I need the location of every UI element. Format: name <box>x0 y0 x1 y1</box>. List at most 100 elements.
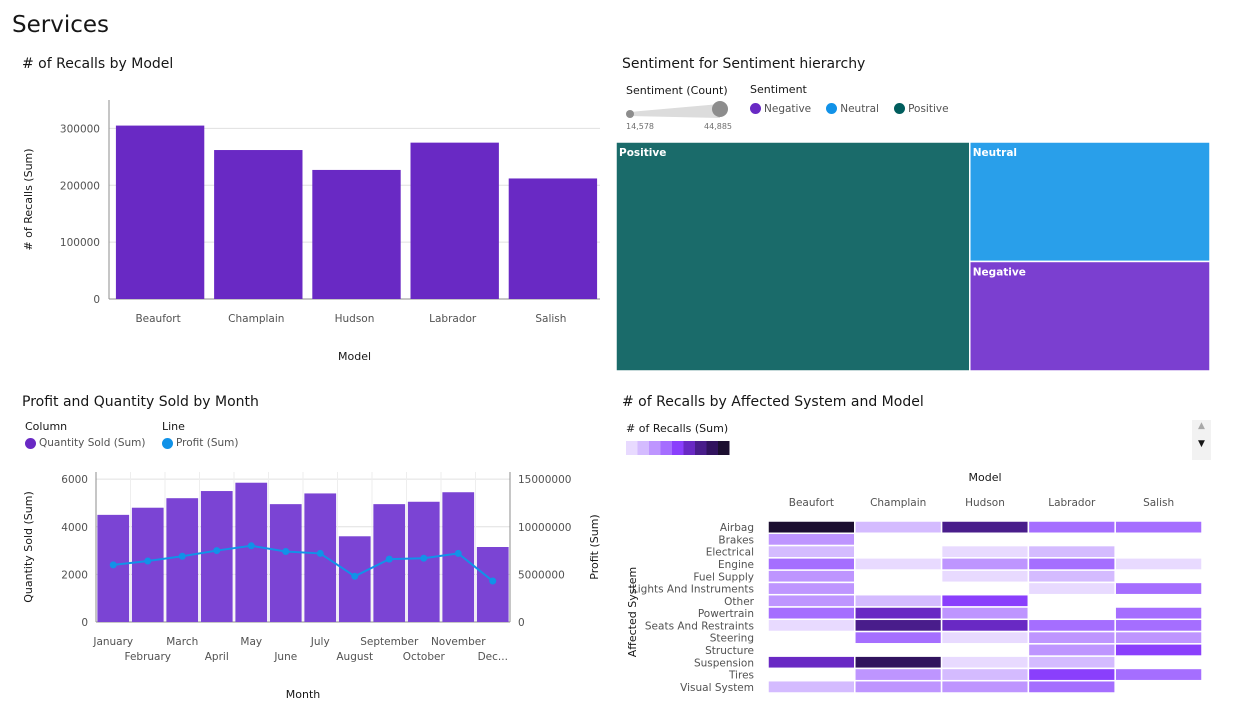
column-bar[interactable] <box>235 482 268 622</box>
heatmap-cell[interactable] <box>1114 606 1203 621</box>
heatmap-cell[interactable] <box>1027 606 1116 621</box>
heatmap-cell[interactable] <box>1027 581 1116 596</box>
heatmap-cell[interactable] <box>1114 618 1203 633</box>
column-bar[interactable] <box>131 507 164 622</box>
treemap-node-neutral[interactable] <box>969 142 1210 263</box>
heatmap-cell[interactable] <box>767 679 856 694</box>
heatmap-cell[interactable] <box>1027 667 1116 682</box>
heatmap-cell[interactable] <box>854 581 943 596</box>
bar-salish[interactable] <box>508 178 598 299</box>
heatmap-cell[interactable] <box>1027 643 1116 657</box>
heatmap-cell[interactable] <box>767 557 856 571</box>
heatmap-cell[interactable] <box>854 593 943 608</box>
heatmap-cell[interactable] <box>1027 655 1116 670</box>
heatmap-cell[interactable] <box>940 667 1030 682</box>
heatmap-cell[interactable] <box>1027 532 1116 547</box>
heatmap-cell[interactable] <box>940 606 1030 621</box>
heatmap-cell[interactable] <box>1114 593 1203 608</box>
heatmap-cell[interactable] <box>1027 679 1116 694</box>
heatmap-cell[interactable] <box>767 606 856 621</box>
scroll-up-icon[interactable]: ▲ <box>1198 421 1205 431</box>
recalls-heatmap-chart[interactable]: Model Beaufort Champlain Hudson Labrador Sali… <box>616 466 1216 707</box>
scroll-down-icon[interactable]: ▼ <box>1198 439 1205 449</box>
heatmap-cell[interactable] <box>767 667 856 682</box>
bar-champlain[interactable] <box>214 150 303 299</box>
profit-point[interactable] <box>247 542 255 550</box>
bar-labrador[interactable] <box>410 142 499 299</box>
legend-item-negative[interactable]: Negative <box>750 103 811 115</box>
heatmap-cell[interactable] <box>940 557 1030 571</box>
heatmap-cell[interactable] <box>1114 667 1203 682</box>
heatmap-cell[interactable] <box>767 593 856 608</box>
heatmap-cell[interactable] <box>767 544 856 559</box>
heatmap-cell[interactable] <box>940 679 1030 694</box>
heatmap-cell[interactable] <box>854 679 943 694</box>
legend-item-profit[interactable]: Profit (Sum) <box>162 437 238 449</box>
legend-item-positive[interactable]: Positive <box>894 103 949 115</box>
legend-item-quantity[interactable]: Quantity Sold (Sum) <box>25 437 145 449</box>
heatmap-cell[interactable] <box>854 520 943 535</box>
heatmap-cell[interactable] <box>854 569 943 584</box>
column-bar[interactable] <box>269 504 302 622</box>
heatmap-cell[interactable] <box>940 618 1030 633</box>
profit-point[interactable] <box>282 548 290 556</box>
heatmap-cell[interactable] <box>767 630 856 645</box>
heatmap-cell[interactable] <box>854 544 943 559</box>
heatmap-cell[interactable] <box>1027 569 1116 584</box>
heatmap-cell[interactable] <box>940 593 1030 608</box>
heatmap-cell[interactable] <box>1114 643 1203 657</box>
heatmap-cell[interactable] <box>1027 593 1116 608</box>
heatmap-cell[interactable] <box>1027 520 1116 535</box>
profit-point[interactable] <box>144 557 152 565</box>
heatmap-cell[interactable] <box>854 557 943 571</box>
heatmap-cell[interactable] <box>767 655 856 670</box>
column-bar[interactable] <box>373 504 406 622</box>
heatmap-cell[interactable] <box>1114 544 1203 559</box>
profit-point[interactable] <box>316 549 324 557</box>
heatmap-cell[interactable] <box>767 532 856 547</box>
column-bar[interactable] <box>407 501 440 622</box>
heatmap-cell[interactable] <box>940 581 1030 596</box>
heatmap-cell[interactable] <box>767 569 856 584</box>
heatmap-cell[interactable] <box>1114 557 1203 571</box>
bar-hudson[interactable] <box>312 169 401 299</box>
heatmap-cell[interactable] <box>767 618 856 633</box>
heatmap-cell[interactable] <box>940 532 1030 547</box>
heatmap-cell[interactable] <box>854 667 943 682</box>
heatmap-cell[interactable] <box>1027 557 1116 571</box>
profit-point[interactable] <box>213 547 221 555</box>
profit-point[interactable] <box>178 552 186 560</box>
heatmap-cell[interactable] <box>854 606 943 621</box>
heatmap-cell[interactable] <box>1027 544 1116 559</box>
heatmap-cell[interactable] <box>854 630 943 645</box>
heatmap-cell[interactable] <box>854 643 943 657</box>
bar-beaufort[interactable] <box>115 125 205 299</box>
heatmap-cell[interactable] <box>854 655 943 670</box>
heatmap-cell[interactable] <box>1114 679 1203 694</box>
column-bar[interactable] <box>304 493 337 622</box>
profit-point[interactable] <box>351 572 359 580</box>
column-bar[interactable] <box>442 492 475 622</box>
profit-point[interactable] <box>385 555 393 563</box>
heatmap-cell[interactable] <box>1114 569 1203 584</box>
heatmap-cell[interactable] <box>1114 581 1203 596</box>
heatmap-cell[interactable] <box>854 618 943 633</box>
heatmap-cell[interactable] <box>1114 532 1203 547</box>
profit-point[interactable] <box>489 577 497 585</box>
profit-point[interactable] <box>109 561 117 569</box>
treemap-node-positive[interactable] <box>616 142 971 371</box>
heatmap-cell[interactable] <box>1114 630 1203 645</box>
heatmap-cell[interactable] <box>940 544 1030 559</box>
heatmap-cell[interactable] <box>767 643 856 657</box>
profit-quantity-chart[interactable]: 0 2000 4000 6000 0 5000000 10000000 15000000 Jan… <box>0 462 610 707</box>
sentiment-treemap-chart[interactable]: Positive Neutral Negative <box>616 142 1210 371</box>
profit-point[interactable] <box>420 554 428 562</box>
column-bar[interactable] <box>200 491 233 622</box>
column-bar[interactable] <box>166 498 199 622</box>
legend-item-neutral[interactable]: Neutral <box>826 103 879 115</box>
recalls-by-model-chart[interactable]: 0 100000 200000 300000 Beaufort Champlain Huds… <box>0 80 610 380</box>
heatmap-cell[interactable] <box>1027 630 1116 645</box>
column-bar[interactable] <box>97 514 130 622</box>
heatmap-cell[interactable] <box>940 630 1030 645</box>
heatmap-cell[interactable] <box>940 520 1030 535</box>
